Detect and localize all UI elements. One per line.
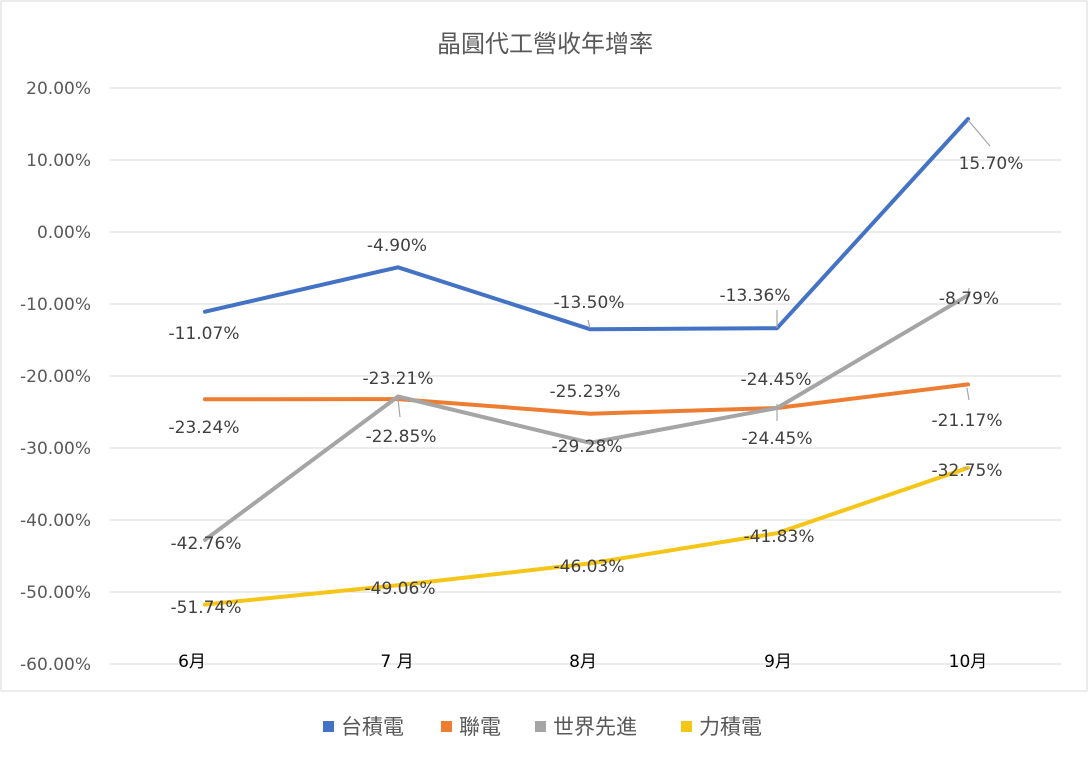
legend-label: 世界先進 (553, 715, 637, 739)
data-label: -23.21% (363, 369, 434, 389)
legend-swatch (535, 721, 546, 732)
data-label: -41.83% (744, 527, 815, 547)
y-tick-label: -40.00% (20, 511, 91, 531)
x-tick-label: 7 月 (380, 652, 413, 672)
legend-swatch (441, 721, 452, 732)
leader-line (587, 319, 591, 329)
y-tick-label: -50.00% (20, 583, 91, 603)
legend-label: 力積電 (699, 715, 762, 739)
data-label: -24.45% (741, 370, 812, 390)
data-label: -46.03% (554, 557, 625, 577)
data-labels: -11.07% -4.90% -13.50% -13.36% 15.70% -23.24%… (169, 154, 1024, 618)
x-tick-label: 10月 (949, 652, 988, 672)
data-label: -13.50% (554, 293, 625, 313)
data-label: -21.17% (932, 411, 1003, 431)
legend: 台積電 聯電 世界先進 力積電 (323, 715, 762, 739)
data-label: -11.07% (169, 324, 240, 344)
data-label: -51.74% (171, 598, 242, 618)
data-label: -24.45% (742, 429, 813, 449)
chart-title: 晶圓代工營收年增率 (437, 30, 653, 58)
legend-label: 台積電 (341, 715, 404, 739)
y-tick-label: 20.00% (26, 79, 91, 99)
data-label: -23.24% (169, 418, 240, 438)
legend-swatch (323, 721, 334, 732)
leader-lines (397, 119, 991, 470)
data-label: -8.79% (939, 289, 999, 309)
series-line-0 (203, 117, 970, 332)
x-tick-label: 8月 (569, 652, 597, 672)
leader-line (962, 466, 969, 470)
y-tick-label: -10.00% (20, 295, 91, 315)
leader-line (967, 119, 991, 147)
gridlines (110, 87, 1062, 665)
series-line-3 (203, 465, 970, 607)
leader-line (966, 287, 970, 300)
data-label: -29.28% (552, 437, 623, 457)
data-label: -13.36% (720, 286, 791, 306)
data-label: 15.70% (959, 154, 1024, 174)
series-lines (203, 117, 970, 607)
chart-border (0, 0, 1088, 692)
leader-line (397, 398, 401, 418)
series-line-2 (203, 293, 970, 542)
x-axis: 6月 7 月 8月 9月 10月 (178, 652, 987, 672)
data-label: -22.85% (366, 427, 437, 447)
series-line-1 (203, 382, 970, 416)
legend-swatch (681, 721, 692, 732)
x-tick-label: 6月 (178, 652, 206, 672)
data-label: -25.23% (550, 382, 621, 402)
y-tick-label: -30.00% (20, 439, 91, 459)
data-label: -4.90% (367, 236, 427, 256)
y-axis: 20.00% 10.00% 0.00% -10.00% -20.00% -30.00% -4… (20, 79, 91, 675)
legend-label: 聯電 (459, 715, 501, 739)
data-label: -32.75% (932, 461, 1003, 481)
y-tick-label: -20.00% (20, 367, 91, 387)
y-tick-label: 0.00% (37, 223, 91, 243)
data-label: -49.06% (365, 579, 436, 599)
data-label: -42.76% (171, 534, 242, 554)
leader-line (966, 387, 970, 401)
y-tick-label: 10.00% (26, 151, 91, 171)
y-tick-label: -60.00% (20, 655, 91, 675)
x-tick-label: 9月 (764, 652, 792, 672)
